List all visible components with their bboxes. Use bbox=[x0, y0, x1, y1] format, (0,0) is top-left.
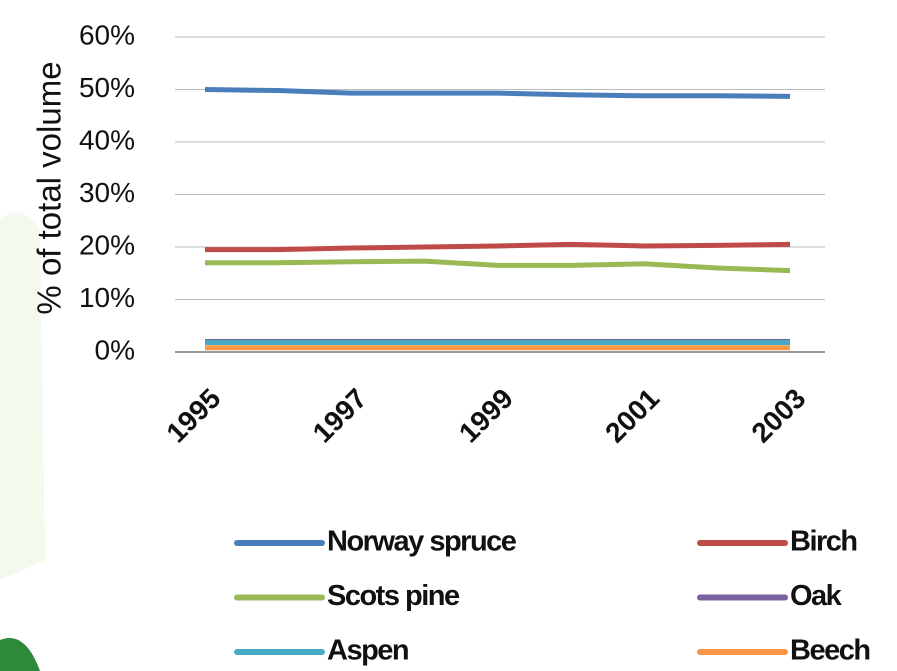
legend-label: Norway spruce bbox=[327, 526, 517, 558]
legend-label: Scots pine bbox=[327, 580, 460, 612]
x-tick-label: 2001 bbox=[599, 383, 665, 449]
x-tick-label: 2003 bbox=[745, 383, 811, 449]
y-tick-label: 20% bbox=[79, 229, 135, 260]
x-tick-label: 1999 bbox=[453, 383, 519, 449]
legend-label: Birch bbox=[790, 526, 857, 558]
legend-label: Aspen bbox=[327, 635, 408, 667]
background-decoration bbox=[0, 638, 40, 671]
background-decoration bbox=[0, 212, 45, 580]
y-tick-label: 30% bbox=[79, 177, 135, 208]
series-line bbox=[205, 258, 791, 274]
series-line bbox=[204, 87, 791, 99]
series-line bbox=[205, 241, 791, 253]
y-tick-label: 50% bbox=[79, 72, 135, 103]
y-tick-label: 0% bbox=[95, 334, 135, 365]
x-tick-label: 1995 bbox=[160, 383, 226, 449]
y-tick-label: 10% bbox=[79, 282, 135, 313]
legend-label: Oak bbox=[790, 580, 843, 612]
x-tick-label: 1997 bbox=[307, 383, 373, 449]
y-axis-label: % of total volume bbox=[31, 61, 68, 314]
y-tick-label: 40% bbox=[79, 124, 135, 155]
legend-label: Beech bbox=[790, 635, 870, 667]
y-tick-label: 60% bbox=[79, 19, 135, 50]
